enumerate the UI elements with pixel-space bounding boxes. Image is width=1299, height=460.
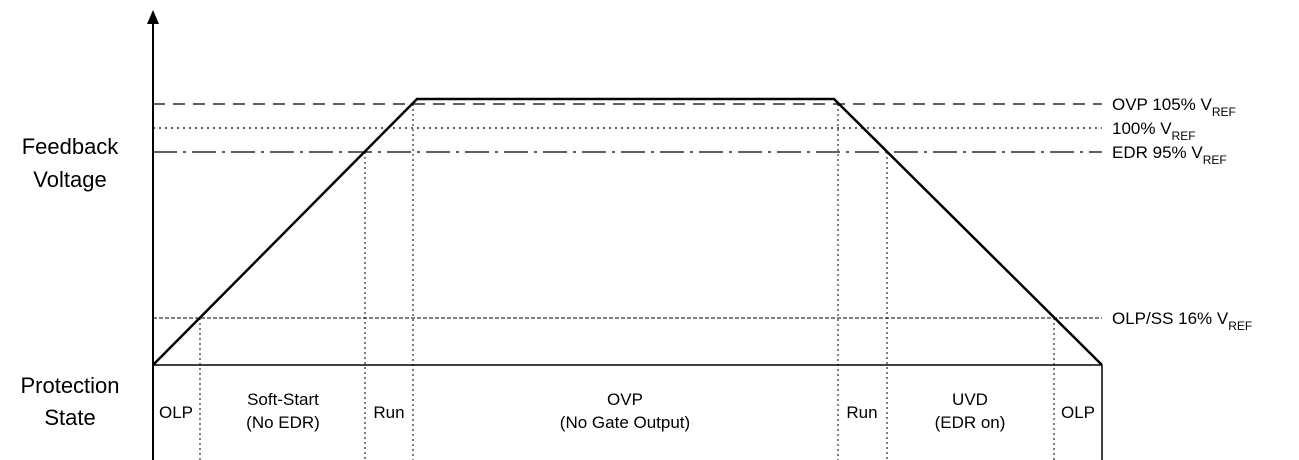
edr-level-label: EDR 95% VREF bbox=[1112, 143, 1227, 167]
state-ovp-sublabel: (No Gate Output) bbox=[560, 413, 690, 432]
vref-level-label: 100% VREF bbox=[1112, 119, 1196, 143]
protection-label-line1: Protection bbox=[20, 373, 119, 398]
state-soft-start-sublabel: (No EDR) bbox=[246, 413, 320, 432]
state-run-2-label: Run bbox=[846, 403, 877, 422]
olp-level-label: OLP/SS 16% VREF bbox=[1112, 309, 1252, 333]
transition-markers bbox=[199, 104, 1055, 460]
feedback-voltage-waveform bbox=[152, 97, 1103, 366]
y-axis-label-line1: Feedback bbox=[22, 134, 120, 159]
state-ovp-label: OVP bbox=[607, 390, 643, 409]
state-uvd-sublabel: (EDR on) bbox=[935, 413, 1006, 432]
state-olp-2-label: OLP bbox=[1061, 403, 1095, 422]
state-uvd-label: UVD bbox=[952, 390, 988, 409]
protection-label-line2: State bbox=[44, 405, 95, 430]
state-soft-start-label: Soft-Start bbox=[247, 390, 319, 409]
state-run-1-label: Run bbox=[373, 403, 404, 422]
y-axis-label-line2: Voltage bbox=[33, 167, 106, 192]
y-axis-arrow-icon bbox=[147, 10, 159, 24]
state-olp-1-label: OLP bbox=[159, 403, 193, 422]
ovp-level-label: OVP 105% VREF bbox=[1112, 95, 1236, 119]
